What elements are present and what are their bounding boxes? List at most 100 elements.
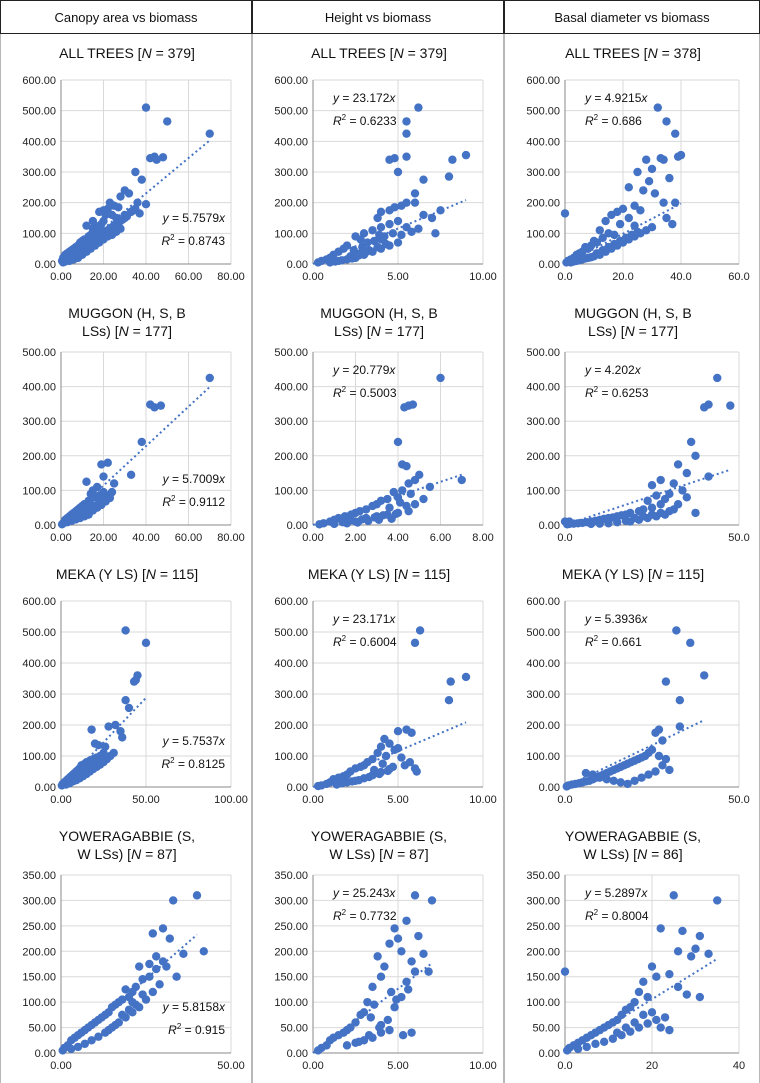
data-point (121, 626, 130, 635)
data-point (665, 969, 674, 979)
data-point (138, 990, 147, 999)
data-point (639, 977, 648, 986)
data-point (105, 493, 115, 503)
data-point (601, 216, 610, 226)
data-point (163, 117, 172, 126)
data-point (393, 216, 403, 226)
y-tick-label: 100.00 (22, 751, 56, 763)
data-point (643, 992, 652, 1002)
data-point (634, 515, 644, 525)
y-tick-label: 600.00 (274, 75, 308, 87)
data-point (651, 767, 660, 776)
data-point (376, 223, 386, 232)
data-point (410, 198, 420, 207)
data-point (376, 972, 386, 981)
data-point (582, 1042, 591, 1052)
y-tick-label: 200.00 (22, 720, 56, 732)
x-tick-label: 50.0 (728, 794, 749, 806)
data-point (124, 1005, 134, 1014)
y-tick-label: 300.00 (22, 895, 56, 907)
y-tick-label: 200.00 (526, 198, 560, 210)
y-tick-label: 100.00 (526, 751, 560, 763)
data-point (103, 458, 112, 467)
x-tick-label: 0.00 (302, 271, 323, 283)
data-point (414, 931, 423, 941)
y-tick-label: 400.00 (22, 382, 56, 394)
scatter-chart: YOWERAGABBIE (S, W LSs) [N = 86] 0.00 50.00… (526, 828, 745, 1072)
data-point (135, 962, 144, 971)
chart-title: YOWERAGABBIE (S, W LSs) [N = 86] (565, 828, 701, 862)
data-point (410, 475, 420, 485)
data-point (121, 985, 130, 994)
x-tick-label: 60.00 (175, 271, 203, 283)
x-tick-label: 5.00 (387, 1060, 408, 1072)
data-point (376, 207, 386, 217)
data-point (610, 230, 619, 240)
y-tick-label: 200.00 (526, 451, 560, 463)
y-tick-label: 500.00 (526, 106, 560, 118)
y-tick-label: 200.00 (274, 720, 308, 732)
data-point (671, 198, 680, 207)
data-point (602, 775, 611, 784)
y-tick-label: 350.00 (22, 870, 56, 882)
y-tick-label: 600.00 (526, 596, 560, 608)
y-tick-label: 100.00 (274, 485, 308, 497)
data-point (608, 1034, 618, 1043)
x-tick-label: 5.00 (387, 271, 408, 283)
data-point (665, 173, 674, 183)
x-tick-label: 10.00 (469, 271, 497, 283)
y-tick-label: 0.00 (539, 520, 560, 532)
data-point (368, 982, 377, 992)
y-tick-label: 500.00 (526, 627, 560, 639)
data-point (682, 990, 691, 999)
data-point (643, 513, 652, 523)
data-point (560, 209, 570, 218)
x-tick-label: 0.00 (50, 271, 71, 283)
data-point (700, 671, 709, 680)
y-tick-label: 300.00 (274, 895, 308, 907)
data-point (366, 1013, 375, 1022)
data-point (656, 924, 665, 933)
data-point (141, 638, 151, 648)
data-point (662, 117, 671, 126)
y-tick-label: 400.00 (526, 136, 560, 148)
y-tick-label: 300.00 (22, 689, 56, 701)
y-tick-label: 0.00 (35, 1048, 56, 1060)
data-point (436, 373, 445, 383)
data-point (397, 947, 406, 956)
data-point (613, 518, 622, 527)
data-point (644, 177, 654, 186)
chart-title: MUGGON (H, S, B LSs) [N = 177] (320, 305, 437, 339)
y-tick-label: 500.00 (22, 106, 56, 118)
data-point (616, 778, 625, 787)
data-point (656, 475, 665, 485)
data-point (370, 236, 379, 246)
data-point (654, 751, 664, 761)
data-point (97, 755, 107, 764)
data-point (457, 475, 466, 485)
y-tick-label: 400.00 (274, 136, 308, 148)
y-tick-label: 500.00 (22, 627, 56, 639)
data-point (361, 505, 371, 514)
data-point (461, 672, 471, 682)
trend-equation: y = 5.8158x (162, 1000, 226, 1014)
trendline (60, 386, 211, 526)
data-point (621, 1023, 631, 1032)
data-point (639, 186, 648, 195)
data-point (397, 753, 406, 762)
trend-equation: y = 4.202x (584, 363, 642, 377)
data-point (347, 777, 357, 786)
data-point (660, 510, 670, 519)
y-tick-label: 300.00 (274, 416, 308, 428)
y-tick-label: 200.00 (274, 451, 308, 463)
y-tick-label: 100.00 (274, 228, 308, 240)
chart-cell: ALL TREES [N = 379] 0.00 100.00 200.00 300.0… (0, 34, 252, 294)
data-point (652, 491, 661, 500)
data-point (686, 952, 696, 961)
y-tick-label: 0.00 (35, 259, 56, 271)
data-point (446, 677, 455, 686)
y-tick-label: 500.00 (526, 347, 560, 359)
data-point (647, 481, 657, 490)
x-tick-label: 0.0 (557, 794, 572, 806)
data-point (671, 129, 680, 138)
